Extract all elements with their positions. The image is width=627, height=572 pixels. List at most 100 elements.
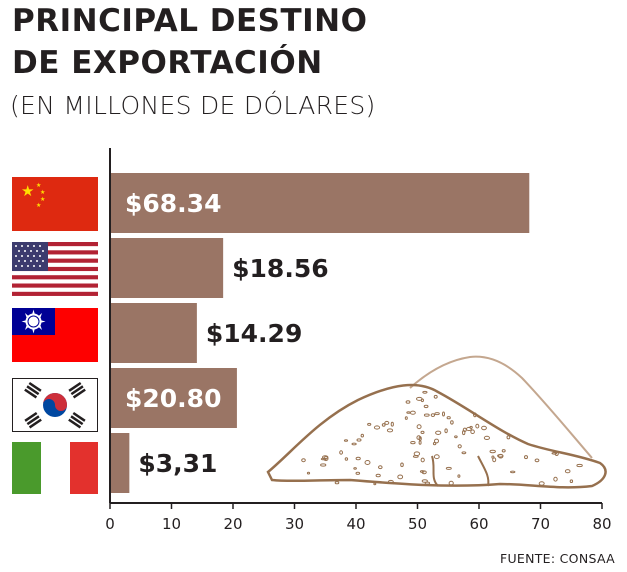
grain-speck	[397, 474, 404, 480]
grain-speck	[461, 451, 467, 455]
svg-text:★: ★	[36, 202, 41, 209]
grain-speck	[400, 462, 404, 468]
usa-flag-icon	[12, 242, 98, 296]
grain-speck	[564, 469, 571, 474]
grain-speck	[454, 435, 458, 439]
grain-speck	[334, 481, 340, 485]
grain-speck	[356, 438, 362, 442]
grain-speck	[423, 413, 430, 417]
grain-speck	[497, 454, 504, 458]
grain-speck	[424, 481, 431, 485]
grain-speck	[569, 479, 574, 484]
grain-speck	[355, 456, 361, 461]
grain-speck	[420, 430, 425, 434]
south-korea-flag-icon	[12, 378, 98, 432]
x-tick-label: 60	[469, 515, 488, 533]
grain-speck	[387, 479, 394, 484]
x-tick-label: 50	[408, 515, 427, 533]
grain-speck	[473, 412, 477, 418]
grain-speck	[469, 425, 473, 429]
bar-taiwan	[109, 301, 199, 365]
grain-speck	[381, 423, 386, 427]
bar-italia	[109, 431, 132, 495]
bar-value-label: $18.56	[232, 254, 328, 283]
grain-speck	[430, 413, 436, 418]
grain-speck	[343, 439, 349, 442]
grain-speck	[434, 438, 439, 444]
grain-speck	[339, 450, 344, 455]
grain-speck	[353, 467, 357, 470]
grain-speck	[489, 449, 496, 454]
grain-speck	[405, 400, 411, 404]
grain-speck	[355, 471, 361, 475]
grain-speck	[457, 444, 462, 449]
grain-speck	[351, 442, 357, 446]
x-tick-label: 10	[162, 515, 181, 533]
grain-speck	[418, 440, 422, 445]
grain-speck	[344, 457, 349, 461]
x-tick-label: 0	[105, 515, 115, 533]
grain-speck	[373, 425, 381, 430]
grain-speck	[390, 421, 394, 427]
chart-subtitle: (EN MILLONES DE DÓLARES)	[10, 91, 376, 120]
grain-speck	[419, 470, 425, 473]
grain-speck	[457, 474, 461, 478]
grain-speck	[421, 479, 428, 483]
grain-speck	[444, 428, 448, 434]
grain-speck	[410, 441, 416, 445]
svg-text:★: ★	[21, 182, 34, 200]
grain-speck	[422, 390, 428, 394]
grain-speck	[435, 430, 442, 435]
grain-speck	[320, 463, 327, 467]
x-tick-label: 20	[223, 515, 242, 533]
grain-speck	[445, 466, 452, 470]
grain-speck	[483, 435, 490, 440]
x-tick-label: 80	[592, 515, 611, 533]
grain-speck	[375, 473, 381, 478]
bar-corea-del-sur	[109, 366, 239, 430]
grain-speck	[367, 422, 372, 426]
bar-value-label: $14.29	[206, 319, 302, 348]
grain-speck	[406, 411, 411, 414]
grain-speck	[433, 394, 438, 399]
x-tick-label: 40	[346, 515, 365, 533]
svg-text:★: ★	[40, 189, 45, 196]
grain-speck	[534, 458, 540, 463]
grain-speck	[420, 457, 425, 463]
grain-speck	[434, 412, 440, 416]
grain-speck	[412, 455, 419, 458]
grain-speck	[470, 429, 475, 435]
grain-speck	[510, 470, 516, 474]
source-note: FUENTE: CONSAA	[499, 551, 615, 566]
grain-speck	[501, 449, 506, 453]
bar-estados-unidos	[109, 236, 226, 300]
grain-speck	[481, 425, 487, 431]
grain-speck	[446, 416, 451, 420]
bar-value-label: $68.34	[125, 189, 221, 218]
grain-speck	[576, 463, 583, 468]
grain-speck	[404, 416, 408, 420]
chart-title-line-2: DE EXPORTACIÓN	[12, 45, 323, 81]
italy-flag-icon	[12, 442, 98, 494]
grain-speck	[506, 435, 511, 440]
taiwan-flag-icon	[12, 308, 98, 362]
grain-speck	[442, 411, 445, 417]
china-flag-icon: ★ ★ ★ ★ ★	[12, 177, 98, 231]
grain-speck	[475, 423, 480, 429]
grain-speck	[466, 426, 472, 432]
grain-speck	[384, 420, 390, 425]
bar-value-label: $20.80	[125, 384, 221, 413]
grain-mound-illustration	[266, 355, 607, 489]
grain-speck	[413, 451, 421, 457]
grain-speck	[410, 410, 416, 415]
grain-speck	[491, 455, 495, 459]
grain-speck	[386, 428, 394, 433]
grain-speck	[433, 454, 440, 460]
chart-title-line-1: PRINCIPAL DESTINO	[12, 3, 368, 39]
svg-text:★: ★	[40, 196, 45, 203]
grain-speck	[524, 455, 528, 460]
grain-speck	[551, 452, 558, 455]
grain-speck	[373, 482, 377, 486]
grain-speck	[538, 481, 545, 486]
